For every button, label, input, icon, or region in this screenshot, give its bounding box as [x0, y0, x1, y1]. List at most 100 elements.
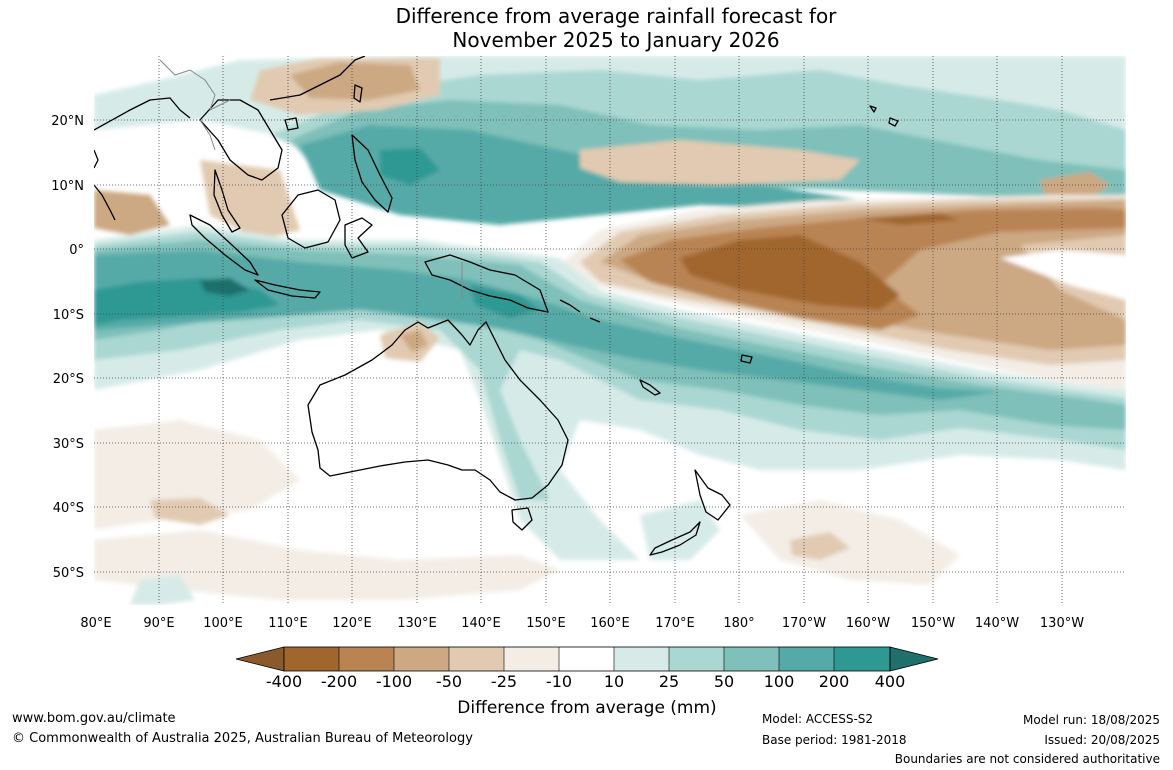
dry-region-taiwan-core: [290, 62, 420, 100]
lat-label: 50°S: [53, 566, 84, 581]
lon-label: 130°W: [1040, 616, 1084, 631]
new-zealand-south-coastline: [649, 521, 701, 556]
dry-region-25-southeast: [740, 500, 960, 585]
lon-label: 120°E: [332, 616, 372, 631]
wet-region-max-sumatra: [200, 278, 250, 296]
lat-label: 20°N: [51, 114, 84, 129]
borneo-coastline: [281, 189, 341, 249]
colorbar-frame: [283, 646, 891, 672]
map-title: Difference from average rainfall forecas…: [300, 4, 932, 52]
dry-region-eastern-equator-white: [1000, 250, 1126, 300]
colorbar-dividers: [338, 647, 835, 671]
colorbar-swatch: [339, 647, 394, 671]
lat-label: 20°S: [53, 372, 84, 387]
website-link[interactable]: www.bom.gov.au/climate: [12, 711, 176, 726]
colorbar-low-arrow: [235, 646, 285, 672]
new-caledonia-coastline: [639, 379, 661, 396]
colorbar-swatch: [559, 647, 614, 671]
colorbar-tick-label: -100: [376, 672, 412, 691]
colorbar-tick-label: 200: [819, 672, 850, 691]
wet-region-25-southwest: [130, 575, 195, 605]
colorbar-swatch: [834, 647, 890, 671]
colorbar-tick-label: -200: [321, 672, 357, 691]
java-coastline: [254, 279, 321, 299]
colorbar-swatch: [504, 647, 559, 671]
colorbar-title: Difference from average (mm): [457, 698, 716, 718]
taiwan-coastline: [353, 84, 363, 103]
colorbar-swatch: [779, 647, 834, 671]
lon-label: 140°W: [975, 616, 1019, 631]
lat-label: 0°: [69, 243, 84, 258]
title-line-1: Difference from average rainfall forecas…: [395, 4, 837, 28]
rainfall-anomaly-field: [94, 56, 1126, 605]
india-coastline: [94, 97, 191, 221]
lon-label: 160°W: [846, 616, 890, 631]
lon-label: 150°E: [526, 616, 566, 631]
philippines-coastline: [351, 134, 393, 213]
lat-label: 10°N: [51, 179, 84, 194]
boundaries-disclaimer: Boundaries are not considered authoritat…: [894, 752, 1160, 766]
wet-region-200-spcz: [94, 250, 1000, 400]
hainan-coastline: [284, 117, 299, 131]
asia-border: [159, 59, 231, 111]
map-area: [94, 56, 1126, 605]
colorbar-tick-label: -25: [491, 672, 517, 691]
colorbar-swatch: [614, 647, 669, 671]
dry-region-north-australia-core: [400, 330, 428, 352]
lon-label: 100°E: [203, 616, 243, 631]
model-run-date: Model run: 18/08/2025: [1022, 713, 1160, 727]
wet-region-400-north: [380, 148, 440, 185]
indochina-coastline: [199, 99, 283, 181]
australia-coastline: [307, 319, 569, 501]
lon-label: 80°E: [80, 616, 111, 631]
colorbar-swatch: [449, 647, 504, 671]
fiji-coastline: [740, 354, 753, 364]
lon-label: 150°W: [911, 616, 955, 631]
lat-label: 40°S: [53, 501, 84, 516]
lon-label: 140°E: [461, 616, 501, 631]
colorbar-tick-labels: -400 -200 -100 -50 -25 -10 10 25 50 100 …: [266, 672, 905, 691]
lon-label: 170°W: [782, 616, 826, 631]
colorbar-tick-label: 50: [714, 672, 734, 691]
colorbar-tick-label: 100: [764, 672, 795, 691]
colorbar-high-arrow: [889, 646, 939, 672]
copyright-text: © Commonwealth of Australia 2025, Austra…: [12, 731, 473, 746]
sumatra-coastline: [189, 214, 259, 276]
lon-label: 90°E: [143, 616, 174, 631]
new-zealand-north-coastline: [694, 469, 731, 521]
myanmar-border: [199, 119, 216, 151]
dry-region-50-southern-indian: [150, 498, 230, 525]
dry-region-25-south: [94, 530, 560, 600]
dry-region-sumatra-west: [94, 190, 170, 235]
lon-label: 170°E: [655, 616, 695, 631]
new-guinea-coastline: [424, 254, 549, 313]
model-name: Model: ACCESS-S2: [762, 712, 874, 726]
lon-label: 160°E: [590, 616, 630, 631]
latitude-labels: 20°N 10°N 0° 10°S 20°S 30°S 40°S 50°S: [51, 114, 84, 581]
lon-label: 180°: [723, 616, 754, 631]
sri-lanka-coastline: [94, 149, 99, 169]
china-coastline: [269, 56, 366, 101]
colorbar-swatch: [724, 647, 779, 671]
colorbar-swatch: [394, 647, 449, 671]
lat-label: 30°S: [53, 437, 84, 452]
tasmania-coastline: [511, 507, 533, 531]
malay-peninsula-coastline: [213, 169, 241, 233]
longitude-labels: 80°E 90°E 100°E 110°E 120°E 130°E 140°E …: [80, 616, 1084, 631]
colorbar-tick-label: 10: [604, 672, 624, 691]
lat-label: 10°S: [53, 308, 84, 323]
dry-region-400-central-pacific: [680, 235, 900, 310]
colorbar-tick-label: -50: [436, 672, 462, 691]
dry-region-200-central-pacific: [620, 208, 1126, 330]
lon-label: 130°E: [397, 616, 437, 631]
colorbar-swatch: [284, 647, 339, 671]
dry-region-25-southern-indian: [94, 420, 300, 530]
base-period: Base period: 1981-2018: [762, 733, 907, 747]
colorbar-swatch: [669, 647, 724, 671]
dry-region-north-pacific: [580, 140, 860, 185]
colorbar: -400 -200 -100 -50 -25 -10 10 25 50 100 …: [235, 646, 939, 718]
dry-region-400-equator-east: [860, 213, 960, 225]
colorbar-tick-label: -10: [546, 672, 572, 691]
